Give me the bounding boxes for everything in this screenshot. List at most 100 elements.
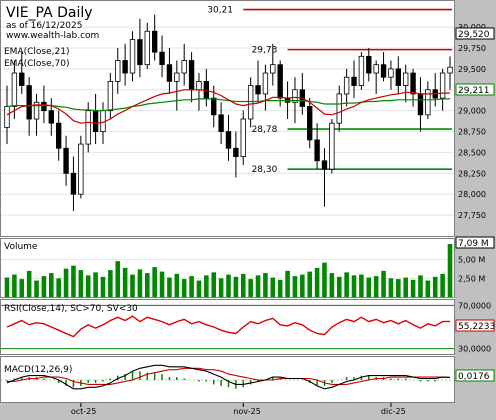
ema-value-label: 29,211: [458, 86, 490, 96]
volume-bar: [425, 280, 431, 297]
macd-pane-frame: [0, 356, 455, 403]
candle-body: [181, 60, 187, 74]
volume-bar: [336, 276, 342, 297]
candle-body: [262, 72, 269, 95]
volume-badge: [455, 236, 495, 249]
candle-body: [211, 97, 217, 116]
volume-bar: [4, 277, 10, 297]
rsi-line: [6, 315, 451, 338]
volume-tick-label: 5,00 M: [458, 256, 485, 265]
candle-body: [410, 72, 416, 95]
rsi-pane-frame: [0, 299, 455, 355]
x-axis-ticks: oct-25 nov-25 dic-25: [71, 403, 406, 416]
volume-bar: [344, 272, 349, 297]
candle-body: [174, 72, 180, 82]
volume-bars: [4, 244, 453, 297]
volume-bar: [277, 279, 283, 297]
volume-bar: [181, 279, 187, 297]
volume-bar: [322, 262, 327, 297]
volume-bar: [440, 273, 445, 297]
volume-bar: [285, 270, 290, 297]
legend-ema70: EMA(Close,70): [4, 59, 69, 69]
macd-pane-title: MACD(12,26,9): [4, 365, 72, 375]
time-axis-background: [0, 403, 455, 420]
candle-body: [166, 64, 173, 82]
macd-badge: [455, 369, 495, 382]
volume-bar: [233, 276, 239, 297]
volume-bar: [381, 270, 386, 297]
support-resistance-levels: 30,21 29,73 28,78 28,30: [207, 6, 452, 175]
macd-signal-line: [7, 367, 451, 385]
volume-bar: [41, 276, 47, 297]
candle-body: [159, 51, 165, 66]
volume-bar: [351, 275, 357, 297]
candle-body: [122, 60, 128, 74]
volume-bar: [204, 275, 209, 297]
ema70-line: [6, 98, 450, 112]
volume-bar: [100, 276, 106, 297]
candle-body: [203, 80, 210, 99]
volume-bar: [410, 279, 416, 297]
legend-ema21: EMA(Close,21): [4, 47, 69, 57]
volume-bar: [93, 272, 98, 297]
candle-body: [321, 160, 328, 170]
candle-body: [78, 143, 84, 195]
candle-body: [41, 101, 47, 112]
volume-bar: [418, 275, 423, 297]
candle-body: [137, 39, 143, 66]
volume-bar: [144, 273, 150, 297]
candle-body: [129, 39, 136, 74]
ema-badge: [455, 83, 495, 96]
volume-bar: [115, 261, 121, 297]
time-tick-label: dic-25: [381, 407, 406, 416]
last-price-label: 29,520: [458, 30, 490, 40]
candle-body: [388, 68, 394, 78]
price-tick-label: 28,250: [458, 169, 486, 178]
candle-body: [240, 118, 246, 158]
candle-body: [447, 66, 453, 74]
volume-bar: [137, 269, 143, 297]
candle-body: [417, 93, 424, 116]
level-label: 29,73: [252, 46, 278, 56]
candle-body: [70, 172, 77, 195]
candle-body: [403, 72, 409, 86]
candle-body: [233, 147, 239, 158]
candle-body: [292, 89, 298, 103]
volume-bar: [240, 273, 246, 297]
candle-body: [314, 139, 320, 162]
candle-body: [329, 122, 335, 170]
candle-body: [270, 64, 276, 74]
candle-body: [247, 85, 254, 120]
level-label: 28,78: [252, 125, 278, 135]
candle-body: [439, 72, 446, 99]
candle-body: [196, 80, 202, 91]
volume-bar: [196, 280, 202, 297]
volume-pane-frame: [0, 238, 455, 298]
candle-body: [115, 60, 121, 82]
rsi-pane-title: RSI(Close,14), SC>70, SV<30: [4, 304, 138, 314]
candle-body: [33, 101, 40, 120]
price-tick-label: 28,000: [458, 190, 486, 199]
volume-bar: [152, 267, 157, 297]
candle-body: [373, 64, 379, 74]
candle-body: [55, 122, 62, 149]
candle-body: [307, 106, 313, 141]
volume-bar: [263, 273, 268, 297]
candle-body: [19, 72, 25, 86]
candle-body: [343, 76, 350, 95]
candle-body: [395, 68, 402, 86]
price-pane-frame: [0, 0, 455, 237]
volume-bar: [56, 278, 61, 297]
candle-body: [144, 30, 150, 66]
candle-body: [218, 114, 224, 132]
volume-tick-label: 2,50 M: [458, 274, 485, 283]
candle-body: [107, 80, 114, 112]
price-tick-label: 27,750: [458, 211, 486, 220]
volume-bar: [447, 244, 453, 297]
candle-body: [48, 110, 54, 124]
candle-body: [188, 60, 195, 91]
volume-bar: [226, 274, 231, 297]
ema-lines: [6, 89, 451, 124]
volume-bar: [396, 279, 401, 297]
